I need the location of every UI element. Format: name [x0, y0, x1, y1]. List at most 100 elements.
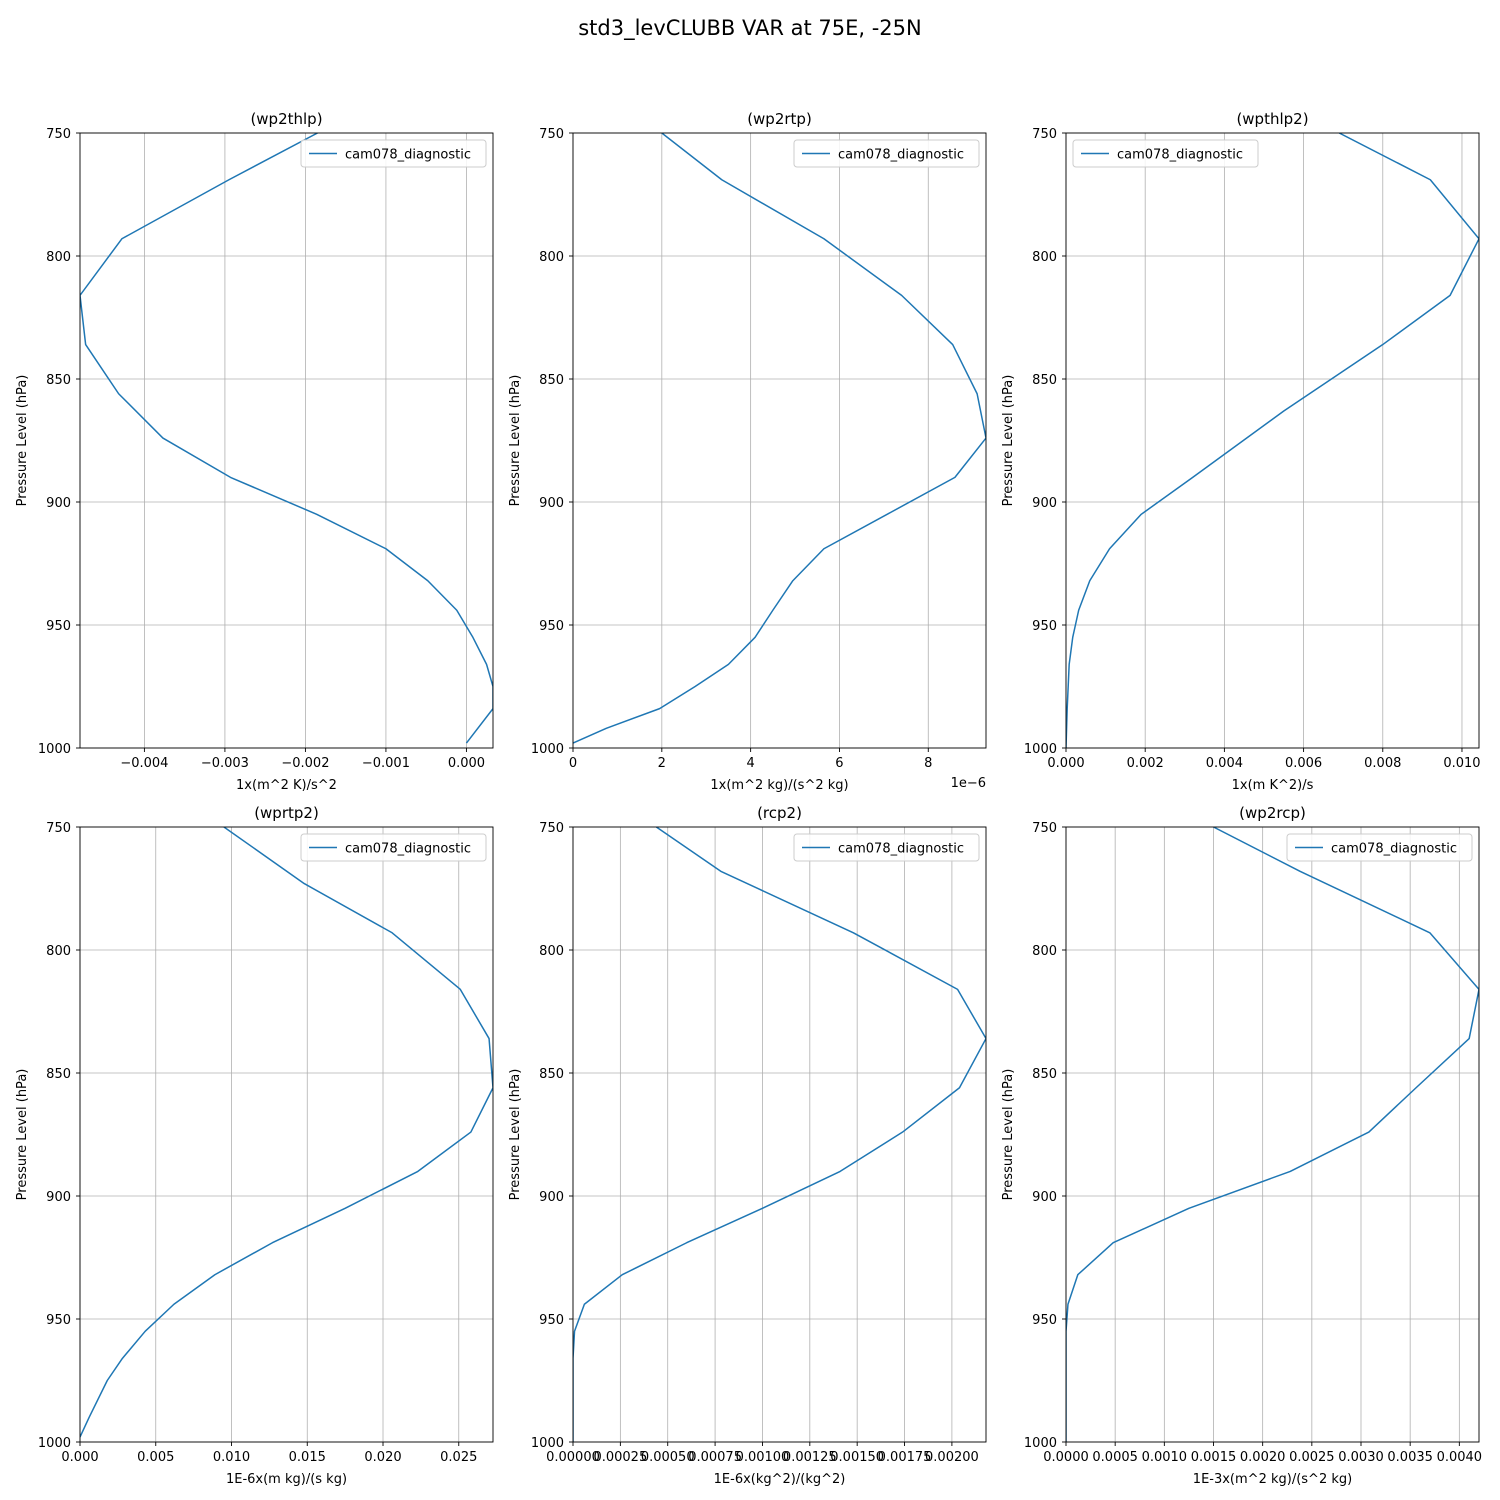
- x-tick-label: 0.00150: [830, 1450, 884, 1465]
- x-tick-label: −0.002: [281, 756, 329, 771]
- y-tick-label: 800: [46, 250, 71, 265]
- x-tick-label: 0.002: [1127, 756, 1164, 771]
- x-tick-label: −0.001: [362, 756, 410, 771]
- y-tick-label: 850: [1032, 1067, 1057, 1082]
- y-tick-label: 850: [539, 1067, 564, 1082]
- subplot-title: (wprtp2): [254, 804, 319, 822]
- x-tick-label: 0.00050: [641, 1450, 695, 1465]
- x-tick-label: 0.00125: [783, 1450, 837, 1465]
- legend: cam078_diagnostic: [793, 139, 980, 168]
- legend-label: cam078_diagnostic: [345, 148, 471, 163]
- y-tick-label: 950: [46, 619, 71, 634]
- legend-box: [793, 833, 980, 862]
- y-tick-label: 850: [46, 373, 71, 388]
- x-tick-label: 0.00200: [925, 1450, 979, 1465]
- y-tick-label: 850: [46, 1067, 71, 1082]
- y-tick-label: 750: [1032, 821, 1057, 836]
- legend-box: [1286, 833, 1473, 862]
- y-tick-label: 750: [1032, 127, 1057, 142]
- x-tick-label: 2: [658, 756, 666, 771]
- y-tick-label: 1000: [38, 742, 71, 757]
- x-tick-label: 0.025: [440, 1450, 477, 1465]
- plot-frame: [79, 132, 494, 749]
- legend: cam078_diagnostic: [300, 139, 487, 168]
- y-tick-label: 850: [1032, 373, 1057, 388]
- x-tick-label: 0.015: [289, 1450, 326, 1465]
- x-tick-label: 0.0005: [1092, 1450, 1138, 1465]
- y-tick-label: 950: [539, 1313, 564, 1328]
- x-tick-label: 0.0030: [1338, 1450, 1384, 1465]
- subplot-5: 0.000000.000250.000500.000750.001000.001…: [508, 804, 987, 1487]
- y-tick-label: 1000: [38, 1436, 71, 1451]
- plot-frame: [572, 132, 987, 749]
- x-tick-label: 0.000: [448, 756, 485, 771]
- x-tick-label: −0.003: [201, 756, 249, 771]
- y-tick-label: 950: [1032, 619, 1057, 634]
- subplot-title: (rcp2): [757, 804, 802, 822]
- x-tick-label: 0.008: [1364, 756, 1401, 771]
- y-tick-label: 800: [1032, 944, 1057, 959]
- legend-label: cam078_diagnostic: [838, 842, 964, 857]
- x-tick-label: 0.00075: [688, 1450, 742, 1465]
- x-axis-label: 1E-3x(m^2 kg)/(s^2 kg): [1193, 1472, 1352, 1487]
- y-tick-label: 750: [539, 821, 564, 836]
- y-tick-label: 1000: [531, 742, 564, 757]
- subplot-3: 0.000 0.002 0.004 0.006 0.008 0.010 750 800 850 9…: [1001, 110, 1481, 793]
- x-tick-label: 0.000: [61, 1450, 98, 1465]
- y-axis-label: Pressure Level (hPa): [508, 1069, 523, 1201]
- plot-frame: [1065, 132, 1480, 749]
- y-tick-label: 900: [539, 1190, 564, 1205]
- y-axis-label: Pressure Level (hPa): [15, 375, 30, 507]
- plot-frame: [79, 826, 494, 1443]
- y-tick-label: 900: [1032, 1190, 1057, 1205]
- legend: cam078_diagnostic: [1286, 833, 1473, 862]
- y-axis-label: Pressure Level (hPa): [1001, 1069, 1016, 1201]
- subplot-2: 0 2 4 6 8 750 800 850 900 950 1000 (wp2rtp) 1x(m^2 k…: [508, 110, 987, 793]
- y-tick-label: 800: [539, 250, 564, 265]
- y-tick-label: 800: [1032, 250, 1057, 265]
- x-axis-label: 1x(m K^2)/s: [1232, 778, 1314, 793]
- x-tick-label: 0.010: [1443, 756, 1480, 771]
- x-tick-label: 0: [569, 756, 577, 771]
- plot-frame: [1065, 826, 1480, 1443]
- subplot-title: (wp2rtp): [747, 110, 812, 128]
- series-line: [1066, 133, 1479, 748]
- y-tick-label: 900: [539, 496, 564, 511]
- y-tick-label: 1000: [1024, 742, 1057, 757]
- y-axis-label: Pressure Level (hPa): [508, 375, 523, 507]
- subplot-6: 0.0000 0.0005 0.0010 0.0015 0.0020 0.0025 0.00…: [1001, 804, 1482, 1487]
- legend-box: [793, 139, 980, 168]
- x-tick-label: 0.0040: [1437, 1450, 1483, 1465]
- x-tick-label: 0.0015: [1191, 1450, 1237, 1465]
- x-tick-label: 0.00000: [546, 1450, 600, 1465]
- subplot-1: −0.004 −0.003 −0.002 −0.001 0.000 750 800 850 90…: [15, 110, 494, 793]
- x-tick-label: 0.020: [364, 1450, 401, 1465]
- y-tick-label: 800: [539, 944, 564, 959]
- legend-label: cam078_diagnostic: [1331, 842, 1457, 857]
- x-tick-label: 0.0020: [1240, 1450, 1286, 1465]
- x-tick-label: 0.00175: [878, 1450, 932, 1465]
- subplot-title: (wp2thlp): [250, 110, 322, 128]
- x-tick-label: 0.0000: [1043, 1450, 1089, 1465]
- legend: cam078_diagnostic: [1072, 139, 1259, 168]
- subplot-4: 0.000 0.005 0.010 0.015 0.020 0.025 750 800 850 9…: [15, 804, 494, 1487]
- subplot-title: (wpthlp2): [1236, 110, 1308, 128]
- legend-label: cam078_diagnostic: [838, 148, 964, 163]
- x-tick-label: 0.000: [1047, 756, 1084, 771]
- y-tick-label: 850: [539, 373, 564, 388]
- x-offset-label: 1e−6: [951, 776, 986, 791]
- x-tick-label: 0.010: [213, 1450, 250, 1465]
- series-line: [1066, 827, 1479, 1442]
- x-axis-label: 1E-6x(kg^2)/(kg^2): [714, 1472, 846, 1487]
- y-tick-label: 900: [1032, 496, 1057, 511]
- subplot-title: (wp2rcp): [1239, 804, 1306, 822]
- legend-box: [300, 139, 487, 168]
- legend-label: cam078_diagnostic: [345, 842, 471, 857]
- y-tick-label: 750: [46, 821, 71, 836]
- x-tick-label: 0.006: [1285, 756, 1322, 771]
- series-line: [573, 133, 986, 744]
- series-line: [80, 827, 493, 1438]
- x-tick-label: 4: [746, 756, 754, 771]
- y-tick-label: 800: [46, 944, 71, 959]
